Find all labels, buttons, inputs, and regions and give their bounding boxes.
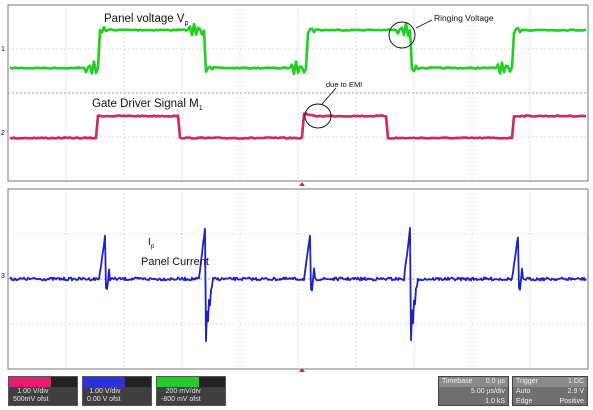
gate-driver-trace	[9, 112, 587, 140]
trigger-source: 1 DC	[568, 378, 584, 385]
waveform-display: 1 2 3 Panel voltage Vp Ringing Voltage G…	[1, 4, 589, 372]
ringing-arrow-line	[415, 19, 433, 29]
trigger-slope: Positive	[559, 398, 584, 405]
current-symbol: Ip	[148, 237, 155, 250]
emi-arrow-line	[321, 87, 337, 105]
channel-a-offset: 500mV ofst	[13, 396, 49, 403]
channel-a-readout[interactable]: 1.00 V/div 500mV ofst	[8, 376, 78, 406]
ch3-marker: 3	[1, 273, 5, 280]
upper-grid	[8, 5, 588, 181]
ch2-marker: 2	[1, 130, 5, 137]
timebase-samples: 1.0 kS	[485, 398, 505, 405]
timebase-scale: 5.00 µs/div	[471, 388, 505, 395]
panel-current-trace	[9, 226, 587, 343]
channel-a-scale: 1.00 V/div	[17, 388, 49, 395]
channel-c-readout[interactable]: 200 mV/div -800 mV ofst	[156, 376, 226, 406]
emi-highlight-circle	[304, 103, 332, 129]
gate-driver-label: Gate Driver Signal M1	[92, 98, 203, 112]
trigger-mode: Auto	[516, 388, 531, 395]
trigger-readout[interactable]: Trigger 1 DC Auto 2.9 V Edge Positive	[512, 376, 588, 406]
ringing-voltage-label: Ringing Voltage	[434, 13, 494, 23]
trigger-title: Trigger	[516, 378, 538, 385]
channel-b-readout[interactable]: 1.00 V/div 0.00 V ofst	[82, 376, 152, 406]
channel-b-offset: 0.00 V ofst	[87, 396, 121, 403]
ch1-marker: 1	[1, 46, 5, 53]
panel-current-label: Panel Current	[141, 256, 209, 268]
trigger-marker-bottom	[299, 368, 305, 372]
status-bar: 1.00 V/div 500mV ofst 1.00 V/div 0.00 V …	[0, 372, 593, 410]
panel-voltage-trace	[9, 22, 587, 76]
channel-b-scale: 1.00 V/div	[89, 388, 121, 395]
trigger-type: Edge	[516, 398, 533, 405]
trigger-marker-mid	[299, 182, 305, 186]
due-to-emi-label: due to EMI	[326, 80, 362, 89]
timebase-title: Timebase	[442, 378, 473, 385]
channel-c-offset: -800 mV ofst	[161, 396, 201, 403]
channel-c-scale: 200 mV/div	[165, 388, 201, 395]
ringing-highlight-circle	[388, 21, 416, 49]
timebase-readout[interactable]: Timebase 0.0 µs 5.00 µs/div 1.0 kS	[438, 376, 509, 406]
panel-voltage-label: Panel voltage Vp	[104, 13, 189, 27]
trigger-level: 2.9 V	[567, 388, 584, 395]
timebase-position: 0.0 µs	[485, 378, 505, 385]
